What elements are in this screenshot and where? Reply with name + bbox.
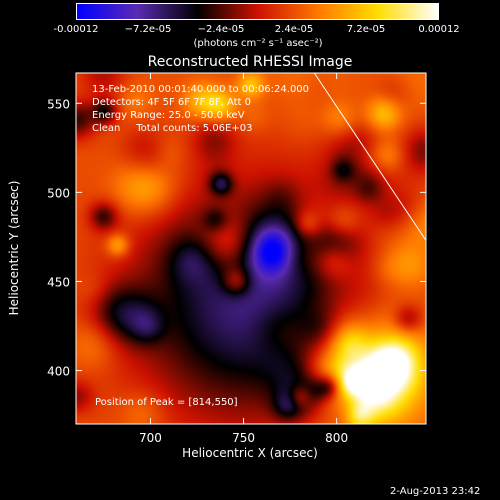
colorbar bbox=[76, 3, 439, 20]
timestamp-footer: 2-Aug-2013 23:42 bbox=[390, 486, 481, 497]
colorbar-tick-label: 2.4e-05 bbox=[274, 24, 314, 35]
x-tick-label: 800 bbox=[325, 431, 348, 445]
x-tick-label: 700 bbox=[139, 431, 162, 445]
colorbar-tick-label: -0.00012 bbox=[53, 24, 99, 35]
detectors-label: Detectors: 4F 5F 6F 7F 8F, Att 0 bbox=[92, 97, 252, 108]
colorbar-tick-label: −7.2e-05 bbox=[124, 24, 172, 35]
y-axis-label: Heliocentric Y (arcsec) bbox=[7, 180, 21, 316]
energy-range-label: Energy Range: 25.0 - 50.0 keV bbox=[92, 110, 245, 121]
heatmap-image bbox=[76, 73, 426, 424]
plot-frame bbox=[75, 72, 427, 425]
y-tick-label: 500 bbox=[47, 186, 70, 200]
x-tick-label: 750 bbox=[232, 431, 255, 445]
y-tick-label: 400 bbox=[47, 365, 70, 379]
chart-title: Reconstructed RHESSI Image bbox=[147, 54, 353, 70]
solar-limb-line bbox=[313, 72, 427, 241]
x-axis-label: Heliocentric X (arcsec) bbox=[182, 446, 318, 460]
colorbar-tick-label: 0.00012 bbox=[418, 24, 460, 35]
colorbar-tick-label: −2.4e-05 bbox=[197, 24, 245, 35]
clean-counts-label: Clean Total counts: 5.06E+03 bbox=[92, 123, 253, 134]
colorbar-tick-label: 7.2e-05 bbox=[346, 24, 386, 35]
y-tick-label: 550 bbox=[47, 97, 70, 111]
y-tick-label: 450 bbox=[47, 275, 70, 289]
peak-position-label: Position of Peak = [814,550] bbox=[95, 397, 238, 408]
colorbar-units: (photons cm⁻² s⁻¹ asec⁻²) bbox=[193, 38, 323, 49]
time-range-label: 13-Feb-2010 00:01:40.000 to 00:06:24.000 bbox=[92, 84, 310, 95]
